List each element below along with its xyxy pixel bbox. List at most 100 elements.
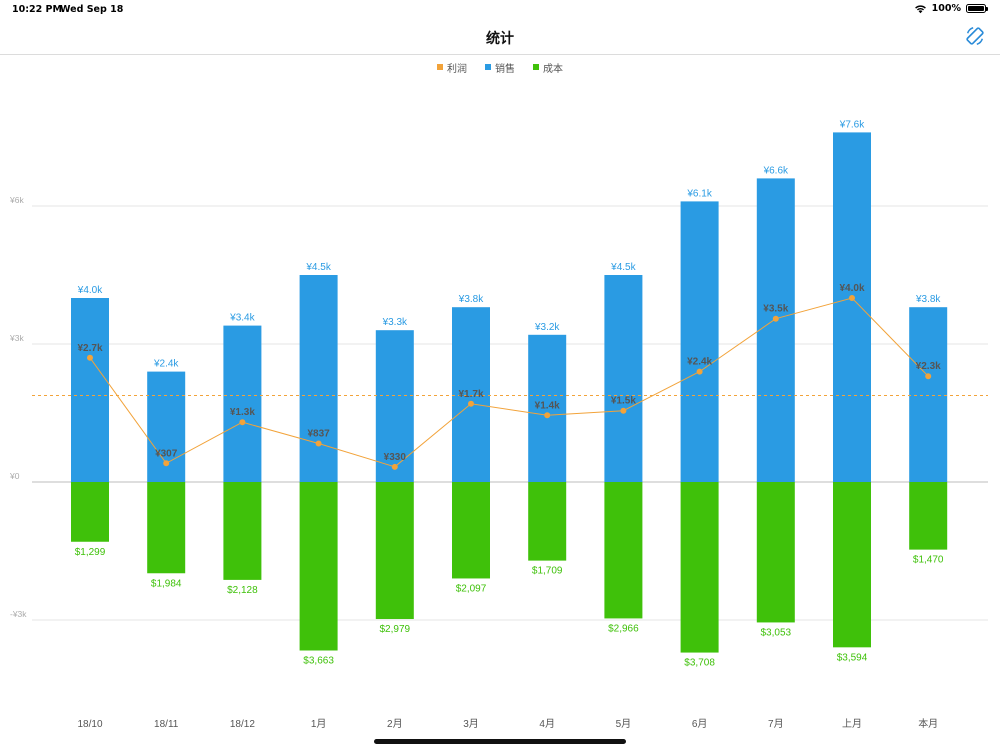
data-label-sales: ¥6.6k [763,165,789,176]
data-label-cost: $3,053 [761,627,792,638]
bar-cost [223,482,262,580]
point-profit [849,295,855,301]
data-label-cost: $1,470 [913,555,944,566]
data-label-profit: ¥1.7k [458,389,483,400]
point-profit [163,460,170,467]
bar-sales [299,275,338,482]
data-label-cost: $3,663 [303,655,334,666]
point-profit [772,315,779,322]
data-label-profit: ¥307 [155,448,178,459]
x-tick-label: 18/11 [154,719,179,730]
data-label-profit: ¥837 [307,428,330,439]
bar-sales [833,132,871,482]
legend-swatch-sales [485,64,491,70]
data-label-cost: $2,097 [456,583,487,594]
data-label-sales: ¥3.4k [229,313,255,324]
data-label-cost: $1,709 [532,566,563,577]
bar-sales [680,201,719,482]
data-label-sales: ¥3.8k [915,294,941,305]
x-tick-label: 18/10 [77,719,102,730]
data-label-cost: $2,128 [227,585,258,596]
page-title: 统计 [486,31,514,47]
bar-sales [71,298,109,482]
bar-cost [909,482,948,550]
y-tick-label-1: ¥3k [9,333,24,343]
data-label-profit: ¥1.3k [230,407,255,418]
status-bar: 10:22 PM Wed Sep 18 100% [0,0,1000,20]
y-tick-label-3: -¥3k [10,609,27,619]
bar-cost [756,482,795,623]
status-time: 10:22 PM [12,4,62,15]
data-label-cost: $2,966 [608,623,639,634]
y-tick-label-0: ¥6k [9,195,24,205]
data-label-cost: $1,299 [75,547,106,558]
battery-level [968,6,984,11]
bar-cost [452,482,490,579]
data-label-profit: ¥4.0k [839,283,864,294]
point-profit [468,400,474,407]
x-tick-label: 18/12 [230,719,255,730]
data-label-profit: ¥2.7k [77,343,102,354]
point-profit [696,368,703,375]
point-profit [239,419,246,426]
bar-cost [604,482,643,619]
data-label-profit: ¥1.4k [535,400,560,411]
x-tick-label: 3月 [463,718,479,730]
data-label-sales: ¥6.1k [686,188,712,199]
data-label-sales: ¥3.8k [458,294,484,305]
point-profit [315,440,322,447]
chart-legend: 利润 销售 成本 [0,59,1000,75]
data-label-profit: ¥1.5k [611,396,636,407]
data-label-cost: $1,984 [151,578,182,589]
bar-cost [71,482,109,542]
data-label-sales: ¥2.4k [153,359,179,370]
x-tick-label: 4月 [539,718,555,730]
x-tick-label: 7月 [768,718,784,730]
battery-icon [966,4,988,13]
series-line-profit [89,297,929,468]
x-tick-label: 2月 [387,718,403,730]
legend-item-profit[interactable]: 利润 [437,59,467,75]
data-label-profit: ¥2.4k [687,357,712,368]
screen-rotation-icon[interactable] [964,25,986,47]
data-label-sales: ¥3.3k [382,317,408,328]
bar-sales [604,275,643,482]
legend-item-sales[interactable]: 销售 [485,59,515,75]
legend-label-profit: 利润 [447,63,467,75]
bar-sales [223,325,262,482]
legend-item-cost[interactable]: 成本 [533,59,563,75]
data-label-sales: ¥3.2k [534,322,560,333]
data-label-cost: $3,594 [837,652,868,663]
bar-cost [680,482,719,653]
battery-percent: 100% [931,3,961,14]
bar-sales [756,178,795,482]
x-tick-label: 1月 [311,718,327,730]
home-indicator[interactable] [374,739,626,744]
point-profit [391,463,398,470]
legend-label-cost: 成本 [543,63,563,75]
data-label-cost: $2,979 [380,624,411,635]
bar-cost [833,482,871,648]
data-label-sales: ¥4.0k [77,285,103,296]
data-label-sales: ¥4.5k [610,262,636,273]
data-label-profit: ¥330 [384,452,407,463]
y-tick-label-2: ¥0 [9,471,20,481]
data-label-profit: ¥3.5k [763,304,788,315]
data-label-sales: ¥4.5k [305,262,331,273]
data-label-cost: $3,708 [684,658,715,669]
legend-label-sales: 销售 [495,63,515,75]
bar-sales [909,307,948,482]
point-profit [544,412,551,419]
bar-cost [375,482,414,620]
data-label-sales: ¥7.6k [839,119,865,130]
point-profit [925,373,932,380]
bar-cost [528,482,567,561]
legend-swatch-cost [533,64,539,70]
bar-sales [452,307,490,482]
data-label-profit: ¥2.3k [916,361,941,372]
bar-sales [528,334,567,482]
wifi-icon [914,4,926,13]
point-profit [87,354,93,361]
status-indicators: 100% [914,3,988,14]
status-date: Wed Sep 18 [60,4,124,15]
